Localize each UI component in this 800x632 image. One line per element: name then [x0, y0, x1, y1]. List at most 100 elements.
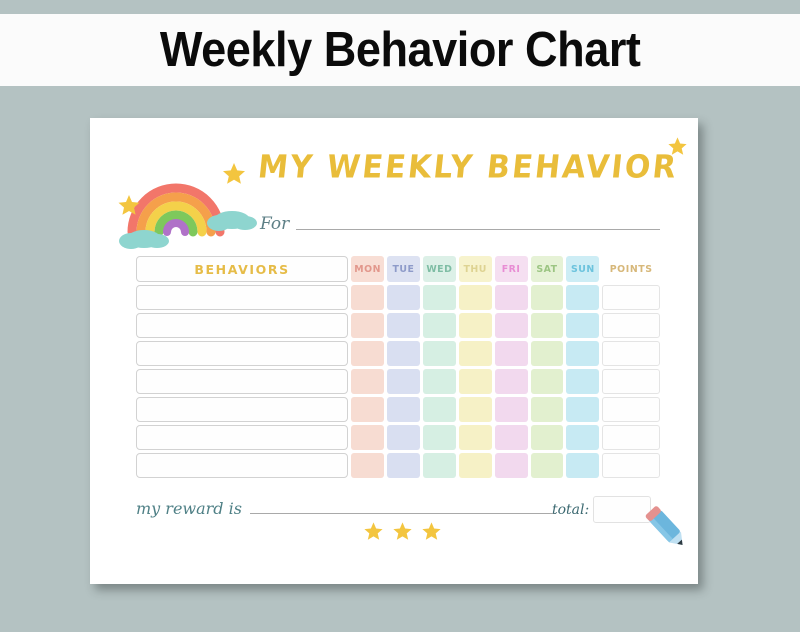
- day-check-cell-mon[interactable]: [351, 341, 385, 366]
- day-check-cell-sun[interactable]: [566, 341, 600, 366]
- day-check-cell-mon[interactable]: [351, 425, 385, 450]
- points-input-cell[interactable]: [602, 397, 661, 422]
- day-check-cell-fri[interactable]: [494, 341, 528, 366]
- behavior-chart-card: MY WEEKLY BEHAVIOR For BEHAVIORS MON TUE…: [90, 118, 698, 584]
- day-check-cell-tue[interactable]: [387, 285, 420, 310]
- chart-heading: MY WEEKLY BEHAVIOR: [256, 148, 680, 187]
- day-header-label-tue: TUE: [392, 263, 415, 275]
- for-input-line[interactable]: [296, 229, 660, 230]
- day-check-cell-fri[interactable]: [494, 285, 528, 310]
- reward-label: my reward is: [136, 499, 242, 518]
- day-check-cell-tue[interactable]: [387, 453, 420, 478]
- star-rainbow-right-icon: [223, 163, 245, 184]
- grid-header-row: BEHAVIORS MON TUE WED THU FRI SA: [136, 256, 660, 282]
- day-check-cell-sat[interactable]: [530, 453, 564, 478]
- day-check-cell-mon[interactable]: [351, 313, 385, 338]
- reward-field-row: my reward is: [136, 499, 556, 518]
- points-input-cell[interactable]: [602, 285, 661, 310]
- bottom-star-icon: [422, 522, 441, 540]
- day-check-cell-fri[interactable]: [494, 453, 528, 478]
- behavior-input-cell[interactable]: [136, 397, 349, 422]
- day-check-cell-sun[interactable]: [566, 285, 600, 310]
- day-check-cell-tue[interactable]: [387, 341, 420, 366]
- behavior-input-cell[interactable]: [136, 453, 349, 478]
- behavior-input-cell[interactable]: [136, 285, 349, 310]
- behavior-input-cell[interactable]: [136, 369, 349, 394]
- table-row: [136, 313, 661, 338]
- day-check-cell-wed[interactable]: [422, 453, 456, 478]
- day-check-cell-tue[interactable]: [387, 425, 420, 450]
- day-check-cell-tue[interactable]: [387, 369, 420, 394]
- day-check-cell-sun[interactable]: [566, 313, 600, 338]
- pencil-icon: [645, 506, 683, 546]
- day-check-cell-wed[interactable]: [422, 313, 456, 338]
- day-check-cell-fri[interactable]: [494, 397, 528, 422]
- bottom-stars-group: [363, 521, 442, 542]
- day-check-cell-thu[interactable]: [458, 313, 492, 338]
- day-header-label-wed: WED: [426, 263, 453, 275]
- behavior-input-cell[interactable]: [136, 425, 349, 450]
- day-check-cell-wed[interactable]: [422, 285, 456, 310]
- day-check-cell-sat[interactable]: [530, 341, 564, 366]
- day-check-cell-sat[interactable]: [530, 369, 564, 394]
- table-row: [136, 369, 661, 394]
- header-cell-points: POINTS: [602, 256, 660, 282]
- title-banner: Weekly Behavior Chart: [0, 14, 800, 86]
- header-cell-fri: FRI: [494, 256, 528, 282]
- day-check-cell-wed[interactable]: [422, 425, 456, 450]
- header-cell-sun: SUN: [566, 256, 600, 282]
- day-check-cell-thu[interactable]: [458, 341, 492, 366]
- day-header-label-sat: SAT: [536, 263, 558, 275]
- total-label: total:: [552, 501, 590, 518]
- day-check-cell-mon[interactable]: [351, 453, 385, 478]
- day-check-cell-thu[interactable]: [458, 425, 492, 450]
- day-check-cell-sun[interactable]: [566, 453, 600, 478]
- day-check-cell-mon[interactable]: [351, 285, 385, 310]
- reward-input-line[interactable]: [249, 513, 556, 514]
- day-check-cell-fri[interactable]: [494, 369, 528, 394]
- day-check-cell-sun[interactable]: [566, 397, 600, 422]
- day-check-cell-fri[interactable]: [494, 425, 528, 450]
- day-check-cell-sat[interactable]: [530, 397, 564, 422]
- day-check-cell-thu[interactable]: [458, 453, 492, 478]
- day-header-label-fri: FRI: [501, 263, 521, 275]
- day-check-cell-sun[interactable]: [566, 369, 600, 394]
- day-check-cell-wed[interactable]: [422, 369, 456, 394]
- day-check-cell-mon[interactable]: [351, 369, 385, 394]
- day-check-cell-tue[interactable]: [387, 313, 420, 338]
- day-check-cell-fri[interactable]: [494, 313, 528, 338]
- day-check-cell-thu[interactable]: [458, 369, 492, 394]
- table-row: [136, 341, 661, 366]
- day-check-cell-wed[interactable]: [422, 397, 456, 422]
- day-check-cell-thu[interactable]: [458, 285, 492, 310]
- day-check-cell-sun[interactable]: [566, 425, 600, 450]
- header-cell-sat: SAT: [530, 256, 564, 282]
- header-cell-tue: TUE: [387, 256, 420, 282]
- total-field-row: total:: [552, 496, 652, 523]
- star-card-top-right-icon: [668, 137, 687, 155]
- table-row: [136, 453, 661, 478]
- behavior-input-cell[interactable]: [136, 313, 349, 338]
- points-input-cell[interactable]: [602, 453, 661, 478]
- day-check-cell-thu[interactable]: [458, 397, 492, 422]
- points-input-cell[interactable]: [602, 425, 661, 450]
- day-check-cell-sat[interactable]: [530, 313, 564, 338]
- table-row: [136, 285, 661, 310]
- cloud-shapes: [119, 211, 257, 249]
- behavior-input-cell[interactable]: [136, 341, 349, 366]
- points-header-label: POINTS: [609, 263, 653, 275]
- points-input-cell[interactable]: [602, 313, 661, 338]
- day-check-cell-sat[interactable]: [530, 285, 564, 310]
- points-input-cell[interactable]: [602, 369, 661, 394]
- day-check-cell-mon[interactable]: [351, 397, 385, 422]
- day-check-cell-wed[interactable]: [422, 341, 456, 366]
- bottom-star-icon: [364, 522, 383, 540]
- total-input-box[interactable]: [593, 496, 652, 523]
- rainbow-icon: [118, 163, 257, 249]
- day-check-cell-sat[interactable]: [530, 425, 564, 450]
- points-input-cell[interactable]: [602, 341, 661, 366]
- behaviors-header-label: BEHAVIORS: [194, 261, 290, 277]
- behavior-grid: BEHAVIORS MON TUE WED THU FRI SA: [136, 256, 661, 481]
- day-header-label-sun: SUN: [570, 263, 595, 275]
- day-check-cell-tue[interactable]: [387, 397, 420, 422]
